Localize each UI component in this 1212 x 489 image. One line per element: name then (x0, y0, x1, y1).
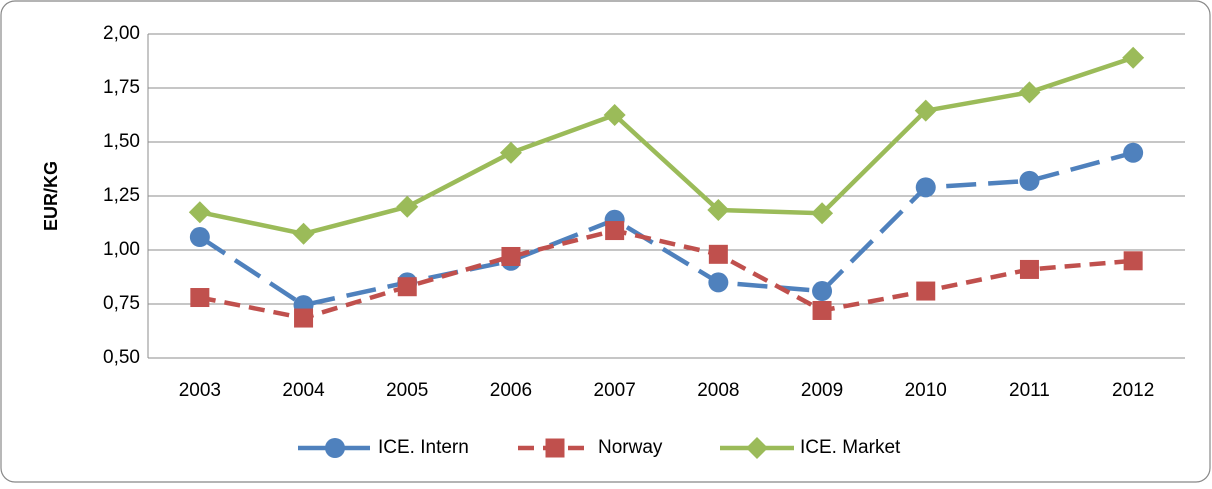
series-line (198, 150, 1134, 308)
series-line (199, 228, 1134, 321)
y-tick-label: 1,25 (103, 185, 140, 206)
marker (708, 244, 728, 264)
marker (189, 227, 210, 248)
marker (812, 300, 832, 320)
marker (294, 308, 314, 328)
marker (603, 104, 626, 126)
x-tick-label: 2006 (490, 380, 532, 401)
marker (708, 272, 729, 293)
y-tick-label: 1,75 (103, 77, 140, 98)
y-axis-label: EUR/KG (41, 161, 61, 231)
series-line (199, 55, 1134, 237)
x-tick-label: 2012 (1112, 380, 1154, 401)
marker (605, 221, 625, 241)
legend-label: ICE. Intern (378, 437, 469, 458)
x-tick-label: 2009 (801, 380, 843, 401)
marker (1019, 170, 1040, 191)
marker (396, 195, 419, 218)
marker (811, 202, 834, 225)
legend-label: Norway (598, 437, 663, 458)
marker (916, 281, 936, 301)
x-tick-label: 2008 (697, 380, 739, 401)
legend-label: ICE. Market (800, 437, 901, 458)
marker (188, 201, 211, 224)
marker (915, 177, 936, 198)
marker (914, 99, 937, 122)
marker (501, 246, 521, 266)
x-tick-label: 2003 (179, 380, 221, 401)
marker (1123, 251, 1143, 271)
marker (1123, 142, 1144, 163)
marker (325, 438, 345, 458)
marker (190, 288, 210, 308)
x-tick-label: 2010 (905, 380, 947, 401)
y-tick-label: 2,00 (103, 23, 140, 44)
marker (499, 141, 522, 164)
marker (397, 277, 417, 297)
marker (545, 438, 565, 458)
y-tick-label: 1,00 (103, 239, 140, 260)
x-tick-label: 2007 (594, 380, 636, 401)
marker (1018, 81, 1041, 104)
x-tick-label: 2005 (386, 380, 428, 401)
y-tick-label: 1,50 (103, 131, 140, 152)
marker (707, 199, 730, 222)
marker (1019, 259, 1039, 279)
y-tick-label: 0,50 (103, 347, 140, 368)
x-tick-label: 2004 (282, 380, 325, 401)
y-tick-label: 0,75 (103, 293, 140, 314)
marker (1122, 46, 1145, 69)
marker (292, 222, 315, 245)
marker (812, 281, 833, 302)
marker (746, 437, 768, 459)
x-tick-label: 2011 (1009, 380, 1050, 401)
